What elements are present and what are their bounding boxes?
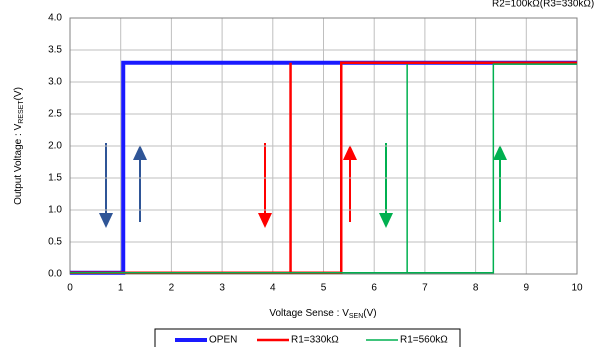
- y-tick-label: 3.0: [48, 77, 62, 88]
- y-tick-label: 1.5: [48, 173, 62, 184]
- x-tick-label: 4: [270, 283, 276, 294]
- annotation: R2=100kΩ(R3=330kΩ): [492, 0, 594, 10]
- legend-label: R1=560kΩ: [400, 335, 448, 346]
- x-label-unit: (V): [363, 308, 376, 319]
- y-tick-label: 4.0: [48, 13, 62, 24]
- x-tick-label: 1: [118, 283, 124, 294]
- x-tick-label: 10: [571, 283, 583, 294]
- x-tick-label: 0: [67, 283, 73, 294]
- y-tick-label: 0.5: [48, 237, 62, 248]
- x-axis-label: Voltage Sense : VSEN(V): [269, 308, 376, 320]
- x-label-main: Voltage Sense : V: [269, 308, 349, 319]
- x-tick-label: 5: [321, 283, 327, 294]
- series-line: [70, 63, 577, 274]
- y-tick-label: 0.0: [48, 269, 62, 280]
- y-tick-label: 3.5: [48, 45, 62, 56]
- y-axis-label: Output Voltage : VRESET(V): [13, 87, 25, 205]
- y-tick-label: 2.0: [48, 141, 62, 152]
- x-tick-label: 9: [524, 283, 530, 294]
- arrows: [99, 143, 507, 228]
- y-label-sub: RESET: [18, 100, 25, 124]
- x-label-sub: SEN: [349, 313, 363, 320]
- x-tick-label: 7: [422, 283, 428, 294]
- y-label-main: Output Voltage : V: [13, 123, 24, 204]
- y-label-unit: (V): [13, 87, 24, 100]
- x-tick-label: 8: [473, 283, 479, 294]
- y-tick-label: 2.5: [48, 109, 62, 120]
- y-tick-label: 1.0: [48, 205, 62, 216]
- plot-frame: [69, 17, 578, 275]
- legend-box: [154, 328, 461, 347]
- x-tick-label: 2: [169, 283, 175, 294]
- legend-label: R1=330kΩ: [291, 335, 339, 346]
- x-tick-label: 6: [371, 283, 377, 294]
- x-tick-label: 3: [219, 283, 225, 294]
- legend-label: OPEN: [209, 335, 237, 346]
